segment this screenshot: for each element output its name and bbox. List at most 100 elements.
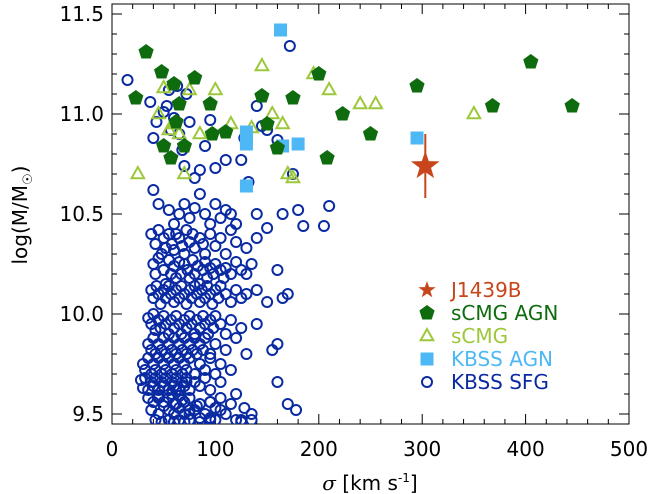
kbss-sfg-point [261, 296, 274, 308]
kbss-sfg-point [224, 268, 237, 280]
kbss-sfg-point [214, 392, 227, 404]
kbss-sfg-point [271, 264, 284, 276]
legend-label-scmg-agn: sCMG AGN [451, 301, 558, 325]
y-axis-label: log(M/M☉) [8, 165, 36, 264]
scmg-agn-point [204, 126, 220, 141]
x-axis-label: σ [km s-1] [322, 471, 417, 494]
kbss-sfg-point [281, 288, 294, 300]
kbss-sfg-point [196, 238, 209, 250]
kbss-sfg-point [204, 228, 217, 240]
kbss-sfg-point [271, 338, 284, 350]
j1439b-point [411, 151, 440, 179]
axis-ticks [111, 4, 630, 424]
scmg-agn-point [168, 114, 184, 129]
kbss-sfg-point [224, 364, 237, 376]
kbss-sfg-point [292, 204, 305, 216]
kbss-sfg-point [147, 184, 160, 196]
legend-marker-kbss-agn [420, 352, 434, 366]
kbss-sfg-point [245, 258, 258, 270]
kbss-sfg-point [250, 232, 263, 244]
y-tick-label: 11.0 [59, 102, 104, 126]
kbss-sfg-point [261, 222, 274, 234]
y-axis-label-main: log(M/M [8, 185, 32, 265]
x-tick-label: 200 [300, 437, 338, 461]
kbss-sfg-point [199, 248, 212, 260]
scmg-agn-point [311, 66, 327, 81]
y-tick-label: 10.0 [59, 302, 104, 326]
kbss-sfg-point [230, 414, 243, 424]
kbss-sfg-point [162, 414, 175, 424]
legend-marker-scmg-agn [419, 305, 435, 320]
scmg-agn-point [154, 64, 170, 79]
kbss-sfg-point [144, 96, 157, 108]
kbss-sfg-point [157, 400, 170, 412]
scmg-point [321, 80, 338, 96]
kbss-sfg-point [271, 376, 284, 388]
x-tick-label: 300 [403, 437, 441, 461]
legend-label-kbss-sfg: KBSS SFG [451, 370, 549, 394]
kbss-sfg-point [170, 384, 183, 396]
kbss-sfg-point [250, 318, 263, 330]
scmg-point [284, 168, 301, 184]
scmg-agn-point [163, 150, 179, 165]
kbss-sfg-point [224, 224, 237, 236]
kbss-sfg-point [147, 132, 160, 144]
kbss-sfg-point [204, 412, 217, 424]
x-axis-label-sup: -1 [398, 471, 410, 485]
kbss-sfg-point [193, 164, 206, 176]
kbss-sfg-point [219, 328, 232, 340]
kbss-sfg-point [219, 154, 232, 166]
y-axis-label-sub: ☉ [21, 173, 36, 185]
scmg-point [155, 78, 172, 94]
kbss-sfg-point [190, 400, 203, 412]
scmg-point [176, 164, 193, 180]
kbss-sfg-point [230, 332, 243, 344]
kbss-agn-point [274, 23, 288, 37]
kbss-sfg-point [176, 394, 189, 406]
kbss-sfg-point [183, 408, 196, 420]
scmg-agn-point [128, 90, 144, 105]
kbss-sfg-point [214, 358, 227, 370]
scmg-agn-point [138, 44, 154, 59]
kbss-sfg-point [323, 200, 336, 212]
kbss-agn-point [410, 131, 424, 145]
y-tick-label: 9.5 [72, 402, 104, 426]
kbss-sfg-point [235, 414, 248, 424]
scmg-agn-point [362, 126, 379, 141]
scmg-point [207, 80, 224, 96]
x-tick-label: 500 [610, 437, 648, 461]
kbss-sfg-point [283, 40, 296, 52]
scmg-agn-point [187, 70, 203, 85]
kbss-sfg-point [219, 408, 232, 420]
kbss-sfg-point [149, 238, 162, 250]
scmg-point [181, 80, 198, 96]
scmg-agn-point [254, 88, 270, 103]
x-axis-symbol: σ [322, 471, 337, 494]
kbss-sfg-point [150, 116, 163, 128]
kbss-sfg-point [245, 408, 258, 420]
kbss-sfg-point [224, 208, 237, 220]
legend-marker-j1439b [418, 281, 436, 298]
scmg-agn-point [171, 96, 187, 111]
kbss-sfg-point [230, 388, 243, 400]
kbss-sfg-point [199, 332, 212, 344]
axis-tick-labels: 0 100 200 300 400 500 9.5 10.0 10.5 11.0 11.5 [59, 2, 648, 461]
scmg-point [367, 94, 384, 110]
scmg-point [352, 94, 369, 110]
kbss-sfg-point [240, 242, 253, 254]
kbss-sfg-point [317, 220, 330, 232]
scmg-agn-point [335, 106, 351, 121]
kbss-sfg-point [193, 188, 206, 200]
scmg-agn-point [269, 140, 285, 155]
x-axis-label-main: [km s [336, 471, 398, 494]
kbss-sfg-point [168, 416, 181, 424]
y-tick-label: 11.5 [59, 2, 104, 26]
scmg-point [465, 104, 482, 120]
kbss-sfg-point [180, 376, 193, 388]
scmg-agn-point [564, 98, 580, 113]
scmg-point [171, 124, 188, 140]
kbss-sfg-point [199, 140, 212, 152]
kbss-sfg-point [224, 398, 237, 410]
